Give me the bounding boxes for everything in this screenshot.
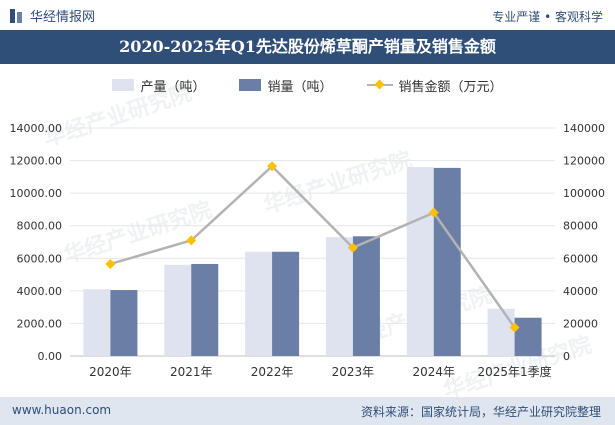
- bar-production: [487, 308, 515, 356]
- title-bar: 2020-2025年Q1先达股份烯草酮产销量及销售金额: [0, 30, 615, 64]
- bar-production: [164, 264, 192, 356]
- legend-swatch-production: [112, 79, 135, 91]
- data-source: 资料来源：国家统计局，华经产业研究院整理: [360, 405, 601, 419]
- x-tick-label: 2025年1季度: [477, 364, 551, 379]
- line-sales-amount: [110, 164, 516, 329]
- y-right-tick-label: 20000: [563, 317, 598, 330]
- point-sales-amount: [267, 161, 278, 172]
- point-sales-amount: [347, 242, 358, 253]
- x-tick-label: 2023年: [332, 365, 375, 379]
- bar-production: [83, 289, 111, 356]
- legend-item-production[interactable]: 产量（吨）: [112, 76, 205, 95]
- y-left-tick-label: 0.00: [38, 350, 63, 363]
- y-left-tick-label: 10000.00: [10, 187, 63, 200]
- bar-sales-volume: [514, 317, 542, 356]
- point-sales-amount: [105, 258, 116, 269]
- legend-swatch-sales-amount: [366, 79, 393, 91]
- y-right-tick-label: 40000: [563, 285, 598, 298]
- chart-title: 2020-2025年Q1先达股份烯草酮产销量及销售金额: [119, 37, 496, 56]
- y-left-tick-label: 14000.00: [10, 122, 63, 135]
- bar-sales-volume: [433, 167, 461, 356]
- y-right-tick-label: 120000: [563, 155, 605, 168]
- y-left-tick-label: 4000.00: [17, 285, 63, 298]
- y-right-tick-label: 100000: [563, 187, 605, 200]
- legend-swatch-sales-volume: [239, 79, 262, 91]
- y-left-tick-label: 12000.00: [10, 155, 63, 168]
- y-right-tick-label: 0: [563, 350, 570, 363]
- point-sales-amount: [509, 322, 520, 333]
- bar-production: [245, 251, 273, 356]
- x-tick-label: 2022年: [251, 365, 294, 379]
- brand[interactable]: 华经情报网: [10, 6, 95, 25]
- y-right-tick-label: 60000: [563, 252, 598, 265]
- bar-production: [325, 237, 353, 356]
- legend-item-sales-amount[interactable]: 销售金额（万元）: [366, 76, 503, 95]
- legend-label-production: 产量（吨）: [140, 79, 206, 95]
- top-bar: 华经情报网 专业严谨 • 客观科学: [0, 0, 615, 30]
- bar-sales-volume: [110, 290, 138, 356]
- y-left-tick-label: 2000.00: [17, 317, 63, 330]
- point-sales-amount: [186, 235, 197, 246]
- y-right-tick-label: 80000: [563, 220, 598, 233]
- x-tick-label: 2020年: [89, 365, 132, 379]
- tagline: 专业严谨 • 客观科学: [492, 10, 603, 24]
- footer: www.huaon.com 资料来源：国家统计局，华经产业研究院整理: [0, 397, 615, 425]
- legend-label-sales-volume: 销量（吨）: [267, 79, 333, 95]
- bar-sales-volume: [272, 251, 300, 356]
- brand-name: 华经情报网: [30, 10, 96, 25]
- website-link[interactable]: www.huaon.com: [12, 403, 112, 417]
- point-sales-amount: [428, 207, 439, 218]
- legend-label-sales-amount: 销售金额（万元）: [398, 79, 503, 95]
- y-left-tick-label: 8000.00: [17, 220, 63, 233]
- bar-logo-icon: [10, 8, 24, 23]
- y-left-tick-label: 6000.00: [17, 252, 63, 265]
- bar-sales-volume: [352, 236, 380, 356]
- legend-item-sales-volume[interactable]: 销量（吨）: [239, 76, 333, 95]
- chart-legend: 产量（吨） 销量（吨） 销售金额（万元）: [0, 72, 615, 98]
- x-tick-label: 2024年: [412, 365, 455, 379]
- bar-production: [406, 167, 434, 356]
- x-tick-label: 2021年: [170, 365, 213, 379]
- y-right-tick-label: 140000: [563, 122, 605, 135]
- bar-sales-volume: [191, 263, 219, 356]
